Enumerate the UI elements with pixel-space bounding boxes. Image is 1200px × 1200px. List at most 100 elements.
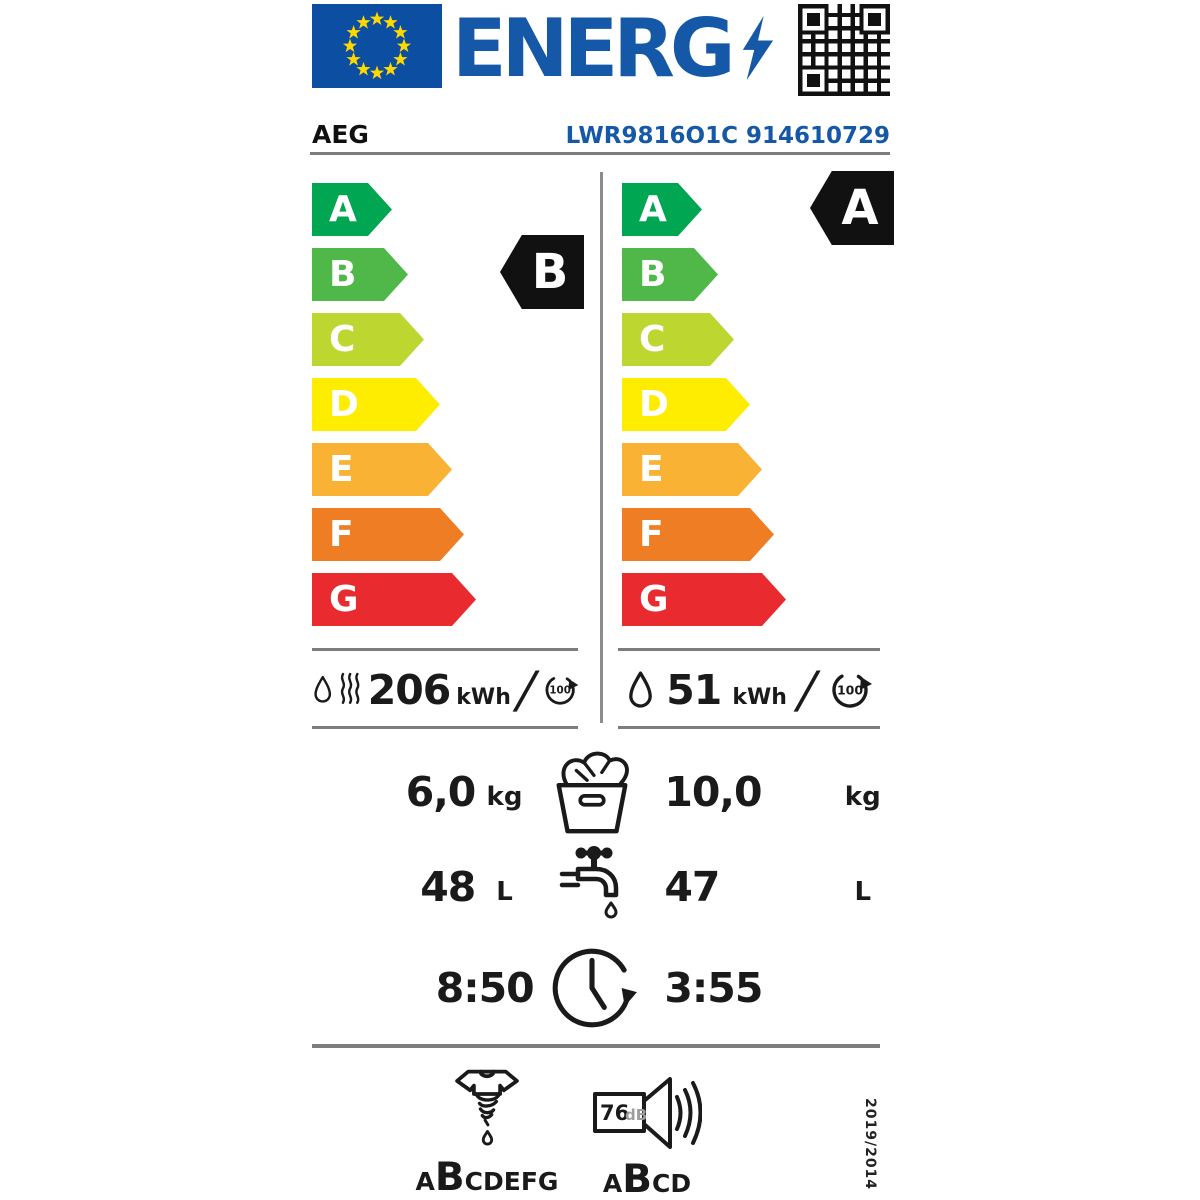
separator-line [618,648,880,651]
separator-line [618,726,880,729]
arrow-letter-e: E [329,449,354,490]
cycles-count-label: 100 [549,685,571,697]
wash-dry-duration-value: 8:50 [435,964,535,1012]
wash-dry-water-value: 48 [420,863,476,911]
class-arrow-a: A [622,183,702,236]
water-row: 48 L 47 L [310,840,890,934]
arrow-letter-a: A [329,189,357,230]
brand-name: AEG [312,120,369,149]
wash-rating-letter: A [841,180,879,236]
wash-duration-value: 3:55 [664,964,763,1012]
spin-letter-c: C [464,1167,483,1196]
class-arrow-a: A [312,183,392,236]
wash-dry-energy-value: 206 [367,666,452,714]
per-100-cycles-icon: 100 [545,675,578,705]
class-arrow-e: E [622,443,762,496]
separator-line [312,648,578,651]
arrow-letter-a: A [639,189,667,230]
capacity-unit: kg [844,782,881,812]
spin-letter-a: A [415,1167,435,1196]
capacity-row: 6,0 kg 10,0 kg [310,744,890,840]
noise-db-unit: dB [625,1106,647,1124]
arrow-letter-d: D [329,384,359,425]
class-arrow-c: C [622,313,734,366]
spin-letter-f: F [520,1167,538,1196]
lightning-bolt-icon [742,15,773,81]
qr-code-icon [798,4,890,96]
class-arrow-b: B [622,248,718,301]
class-arrow-d: D [622,378,750,431]
wash-energy-value: 51 [666,666,722,714]
eu-flag-icon [312,4,442,88]
class-arrow-b: B [312,248,408,301]
wash-dry-rating-letter: B [531,244,569,300]
tap-icon [559,846,619,919]
class-arrow-g: G [312,573,476,626]
regulation-reference: 2019/2014 [862,1098,878,1191]
wash-rating-indicator: A [810,171,894,245]
arrow-letter-b: B [639,254,667,295]
spin-letter-g: G [537,1167,559,1196]
water-drop-icon [629,670,653,708]
clock-icon [552,948,637,1028]
arrow-letter-d: D [639,384,669,425]
wash-energy-row: 51 kWh / 100 [618,659,880,721]
model-identifier: LWR9816O1C 914610729 [565,123,890,149]
class-arrow-f: F [622,508,774,561]
arrow-letter-g: G [639,579,669,620]
per-100-cycles-icon: 100 [832,672,872,708]
arrow-letter-g: G [329,579,359,620]
cycles-count-label: 100 [837,683,863,698]
arrow-letter-c: C [329,319,356,360]
wring-shirt-icon [455,1069,519,1146]
noise-letter-b: B [622,1157,652,1200]
water-unit: L [854,877,872,907]
per-separator: / [510,661,542,719]
class-arrow-d: D [312,378,440,431]
class-arrow-f: F [312,508,464,561]
bottom-section-divider-line [312,1044,880,1048]
noise-letter-a: A [602,1169,623,1198]
wash-water-value: 47 [664,863,720,911]
wash-dry-energy-row: 206 kWh / 100 [312,659,578,721]
heat-waves-icon [341,672,360,704]
water-unit: L [496,877,513,907]
wash-dry-energy-unit: kWh [456,684,511,710]
class-arrow-c: C [312,313,424,366]
energ-logo: ENERG [452,0,775,96]
duration-row: 8:50 3:55 [310,938,890,1038]
noise-letter-d: D [670,1169,692,1198]
column-divider-line [600,172,603,723]
speaker-icon: 76 dB [593,1077,702,1149]
energ-wordmark: ENERG [452,1,736,95]
wash-dry-capacity-value: 6,0 [405,768,477,816]
arrow-letter-f: F [329,514,354,555]
arrow-letter-c: C [639,319,666,360]
arrow-letter-e: E [639,449,664,490]
spin-letter-e: E [503,1167,521,1196]
spin-letter-d: D [483,1167,504,1196]
arrow-letter-b: B [329,254,357,295]
noise-db-value: 76 [600,1101,629,1125]
laundry-basket-icon [556,751,629,834]
spin-letter-b: B [434,1155,465,1200]
arrow-letter-f: F [639,514,664,555]
wash-dry-rating-indicator: B [500,235,584,309]
water-drop-icon [314,675,332,703]
capacity-unit: kg [486,782,523,812]
class-arrow-e: E [312,443,452,496]
wash-capacity-value: 10,0 [664,768,762,816]
per-separator: / [791,661,823,719]
header-divider-line [310,152,890,155]
wash-energy-unit: kWh [732,684,787,710]
class-arrow-g: G [622,573,786,626]
separator-line [312,726,578,729]
noise-letter-c: C [651,1169,671,1198]
